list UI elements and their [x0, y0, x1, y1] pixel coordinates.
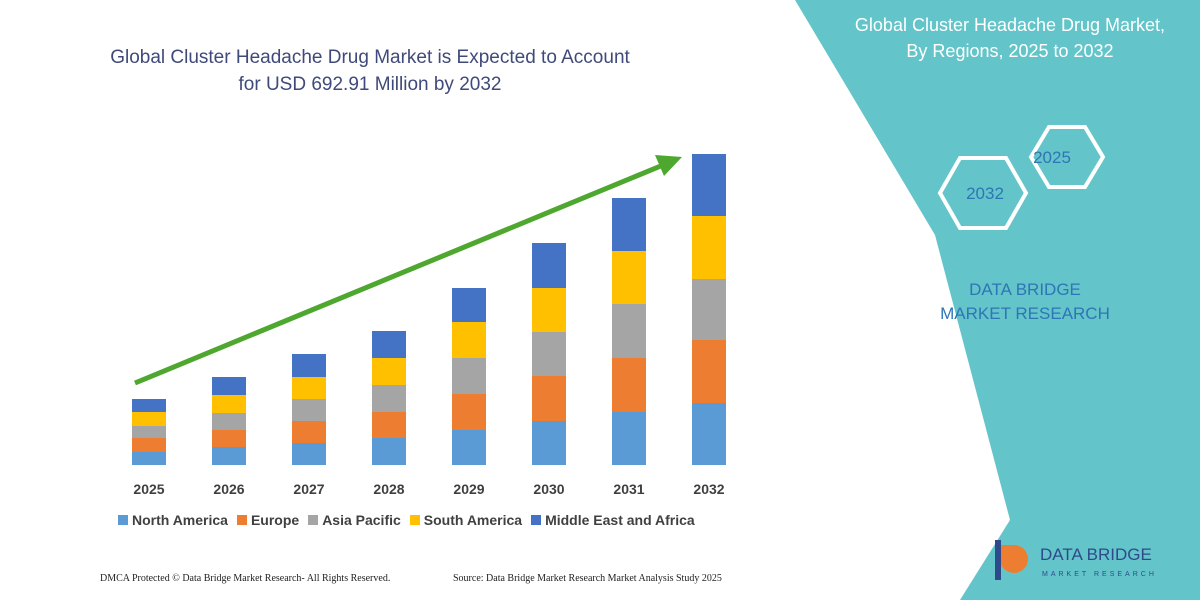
bar-segment	[692, 279, 726, 340]
x-tick-label: 2032	[693, 481, 724, 497]
logo-icon	[995, 540, 1001, 580]
bar-segment	[212, 447, 246, 465]
legend-item: South America	[409, 512, 523, 528]
bar-segment	[292, 421, 326, 443]
bar-segment	[372, 385, 406, 412]
bar-segment	[692, 216, 726, 279]
bar-segment	[612, 198, 646, 251]
bar-segment	[452, 358, 486, 394]
bar-segment	[532, 243, 566, 288]
hexagon	[937, 156, 1029, 230]
bar-segment	[692, 340, 726, 403]
bar-segment	[692, 403, 726, 465]
legend-item: Europe	[236, 512, 300, 528]
arrow-head	[655, 155, 682, 176]
legend-item: North America	[118, 512, 228, 528]
legend-swatch	[236, 515, 247, 525]
hexagon-label: 2032	[966, 184, 1004, 203]
bar-segment	[132, 452, 166, 465]
bar-segment	[532, 332, 566, 376]
bar-segment	[212, 377, 246, 395]
bar-segment	[692, 154, 726, 216]
bar-segment	[212, 395, 246, 413]
x-tick-label: 2026	[213, 481, 244, 497]
bar-segment	[452, 288, 486, 322]
bars: 2025 2026 2027 2028 2029 2030 2031 2032	[132, 154, 726, 497]
x-tick-label: 2029	[453, 481, 484, 497]
x-tick-label: 2030	[533, 481, 564, 497]
legend-item: Middle East and Africa	[531, 512, 695, 528]
bar-segment	[372, 331, 406, 358]
legend-item: Asia Pacific	[308, 512, 401, 528]
bar-segment	[212, 413, 246, 430]
bar-segment	[452, 394, 486, 430]
legend-label: Asia Pacific	[322, 512, 401, 528]
hexagon	[1028, 125, 1106, 189]
bar-segment	[372, 358, 406, 385]
footer-source: Source: Data Bridge Market Research Mark…	[453, 573, 722, 584]
bar-segment	[612, 358, 646, 412]
bar-segment	[292, 354, 326, 377]
legend-label: Middle East and Africa	[545, 512, 695, 528]
bar-segment	[372, 438, 406, 465]
legend: North America Europe Asia Pacific South Ame…	[118, 512, 695, 528]
bar-segment	[132, 438, 166, 452]
legend-swatch	[308, 515, 319, 525]
x-tick-label: 2031	[613, 481, 644, 497]
chart-title: Global Cluster Headache Drug Market is E…	[110, 47, 630, 95]
logo-name: DATA BRIDGE	[1040, 545, 1152, 564]
bar-segment	[292, 443, 326, 465]
bar-segment	[292, 377, 326, 399]
logo-icon	[1000, 545, 1028, 573]
brand: DATA BRIDGE MARKET RESEARCH	[940, 280, 1110, 323]
bar-segment	[292, 399, 326, 421]
legend-swatch	[531, 515, 542, 525]
bar-segment	[532, 376, 566, 421]
bar-segment	[212, 430, 246, 447]
bar-segment	[612, 304, 646, 358]
legend-label: South America	[423, 512, 523, 528]
footer-notice: DMCA Protected © Data Bridge Market Rese…	[100, 573, 391, 584]
trend-arrow	[134, 160, 669, 386]
bar-segment	[132, 426, 166, 438]
legend-swatch	[409, 515, 420, 525]
bar-segment	[532, 288, 566, 332]
legend-label: North America	[132, 512, 228, 528]
x-tick-label: 2027	[293, 481, 324, 497]
bar-segment	[372, 412, 406, 438]
hexagon-label: 2025	[1033, 148, 1071, 167]
bar-segment	[452, 430, 486, 465]
bar-segment	[132, 412, 166, 426]
x-tick-label: 2025	[133, 481, 164, 497]
logo-tagline: MARKET RESEARCH	[1042, 571, 1157, 578]
bar-segment	[612, 412, 646, 465]
bar-segment	[132, 399, 166, 412]
bar-segment	[452, 322, 486, 358]
bar-segment	[612, 251, 646, 304]
bar-segment	[532, 421, 566, 465]
side-title: Global Cluster Headache Drug Market, By …	[854, 15, 1166, 61]
legend-label: Europe	[250, 512, 300, 528]
x-tick-label: 2028	[373, 481, 404, 497]
legend-swatch	[118, 515, 128, 525]
